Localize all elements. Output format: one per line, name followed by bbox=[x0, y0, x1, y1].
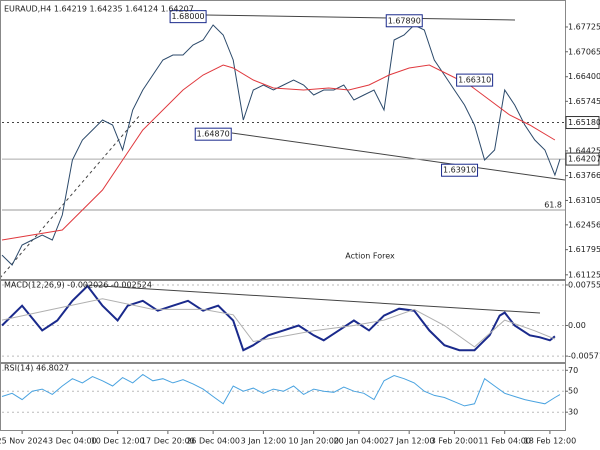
rsi-panel-frame bbox=[0, 363, 566, 431]
panel-title: EURAUD,H4 1.64219 1.64235 1.64124 1.6420… bbox=[4, 5, 194, 14]
watermark: Action Forex bbox=[345, 252, 395, 261]
x-tick-label: 20 Jan 04:00 bbox=[334, 437, 385, 446]
series-line bbox=[1, 373, 561, 407]
y-tick-label: 1.61125 bbox=[568, 270, 600, 279]
price-label-box bbox=[456, 73, 494, 87]
price-label: 1.68000 bbox=[172, 12, 205, 21]
trendline bbox=[204, 14, 516, 21]
price-label: 1.66310 bbox=[458, 76, 491, 85]
x-tick-label: 25 Nov 2024 bbox=[0, 437, 48, 446]
y-tick-label: 1.63766 bbox=[568, 171, 600, 180]
y-tick-label: 1.63105 bbox=[568, 196, 600, 205]
price-label: 1.67890 bbox=[388, 16, 421, 25]
panel-title: MACD(12,26,9) -0.002026 -0.002524 bbox=[4, 281, 152, 290]
x-tick-label: 10 Dec 12:00 bbox=[91, 437, 145, 446]
level-box bbox=[565, 116, 600, 130]
trendline bbox=[231, 132, 566, 181]
price-label: 1.63910 bbox=[443, 166, 476, 175]
x-tick-label: 11 Feb 04:00 bbox=[478, 437, 530, 446]
x-tick-label: 27 Jan 12:00 bbox=[384, 437, 435, 446]
y-tick-label: 1.62456 bbox=[568, 220, 600, 229]
series-line bbox=[1, 24, 561, 266]
price-label: 1.64870 bbox=[197, 130, 230, 139]
series-line bbox=[1, 64, 556, 241]
x-tick-label: 17 Dec 20:00 bbox=[141, 437, 195, 446]
x-tick-label: 18 Feb 12:00 bbox=[524, 437, 576, 446]
price-label-box bbox=[194, 127, 232, 141]
y-tick-label: 1.66400 bbox=[568, 72, 600, 81]
y-tick-label: 1.64425 bbox=[568, 146, 600, 155]
price-label-box bbox=[385, 14, 423, 28]
y-tick-label: 0.00 bbox=[568, 321, 586, 330]
price-label-box bbox=[169, 10, 207, 24]
x-tick-label: 3 Dec 04:00 bbox=[48, 437, 97, 446]
x-tick-label: 3 Jan 12:00 bbox=[241, 437, 287, 446]
price-label-box bbox=[441, 163, 479, 177]
y-tick-label: 1.67725 bbox=[568, 22, 600, 31]
x-tick-label: 3 Feb 20:00 bbox=[431, 437, 478, 446]
level-label: 1.64207 bbox=[568, 155, 600, 164]
price-panel-frame bbox=[0, 0, 566, 280]
y-tick-label: 70 bbox=[568, 366, 578, 375]
level-box bbox=[565, 152, 600, 166]
series-line bbox=[1, 284, 556, 352]
level-label: 1.65180 bbox=[568, 118, 600, 127]
macd-trendline bbox=[84, 284, 541, 314]
y-tick-label: 1.65745 bbox=[568, 97, 600, 106]
y-tick-label: 50 bbox=[568, 387, 578, 396]
series-line bbox=[1, 298, 556, 348]
y-tick-label: 0.007558 bbox=[568, 280, 600, 289]
panel-title: RSI(14) 46.8027 bbox=[4, 364, 69, 373]
x-tick-label: 26 Dec 04:00 bbox=[186, 437, 240, 446]
y-tick-label: -0.005717 bbox=[568, 352, 600, 361]
fibo-label: 61.8 bbox=[544, 201, 562, 210]
y-tick-label: 1.67065 bbox=[568, 47, 600, 56]
y-tick-label: 1.61795 bbox=[568, 245, 600, 254]
y-tick-label: 30 bbox=[568, 408, 578, 417]
x-tick-label: 10 Jan 20:00 bbox=[288, 437, 339, 446]
macd-panel-frame bbox=[0, 280, 566, 363]
